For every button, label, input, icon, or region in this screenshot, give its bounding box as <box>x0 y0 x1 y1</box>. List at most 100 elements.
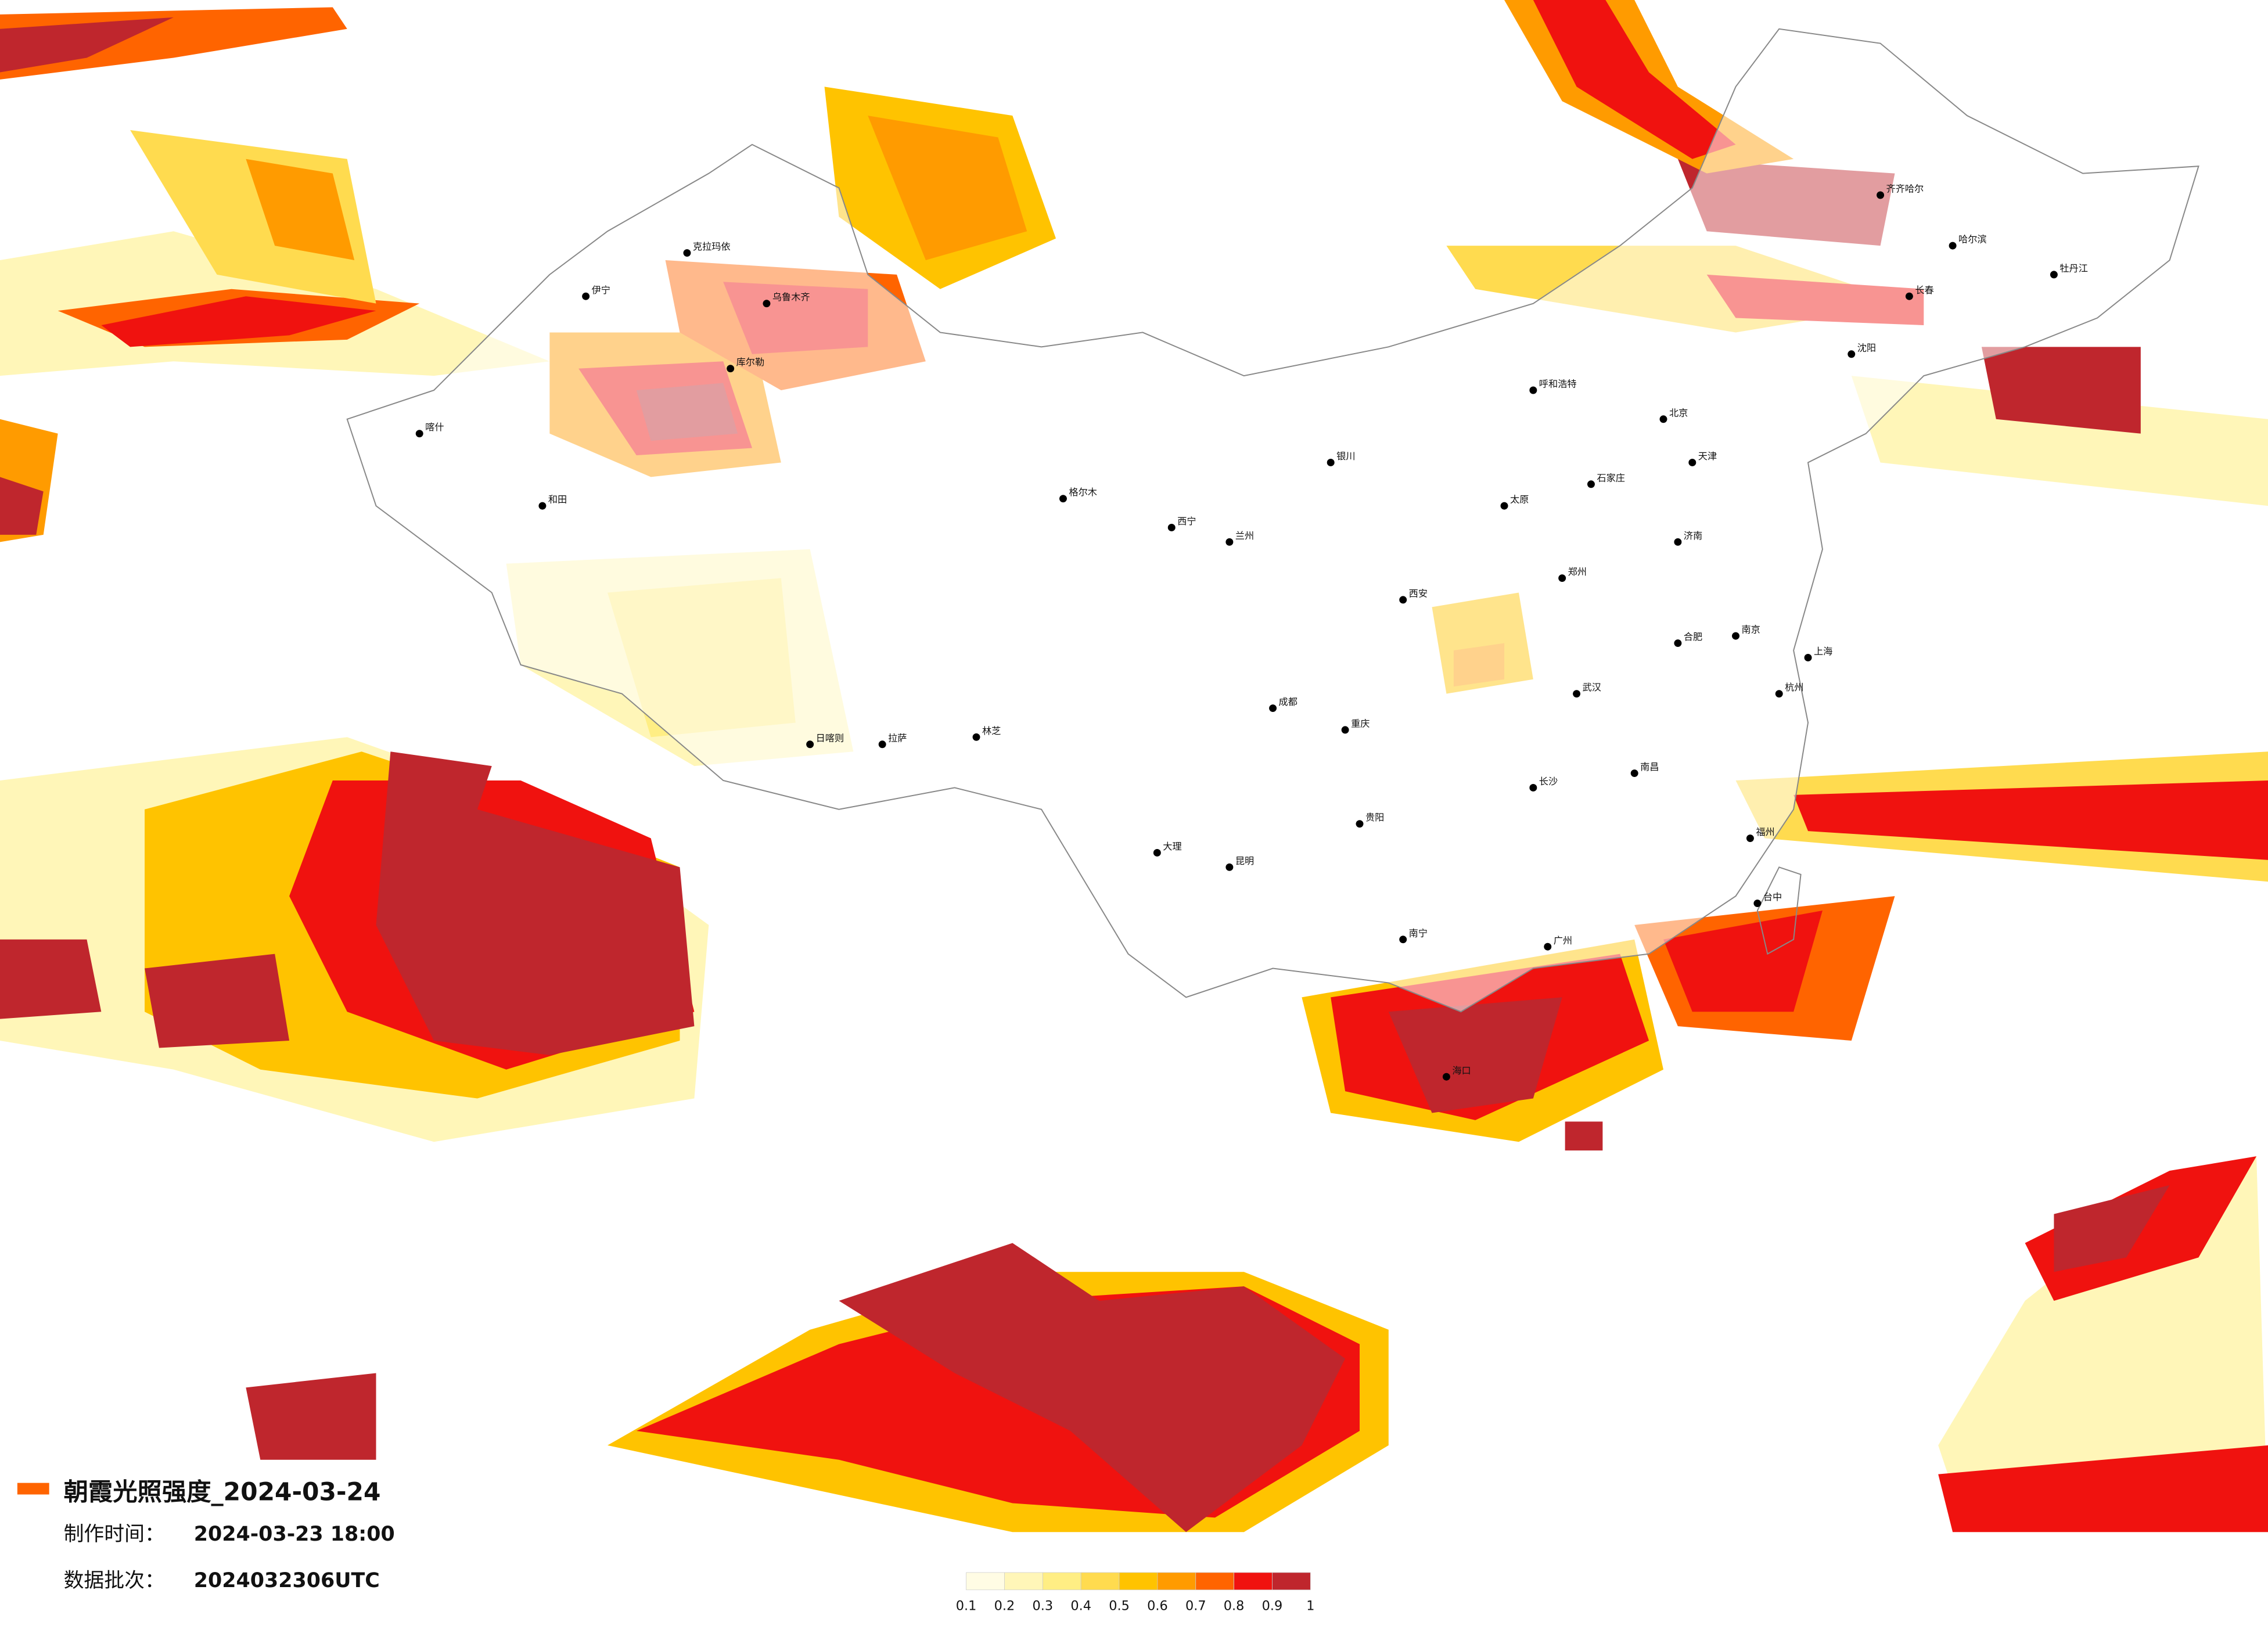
city-dot <box>1500 502 1508 510</box>
colorbar-tick-label: 0.3 <box>1033 1599 1054 1614</box>
city-label: 银川 <box>1336 451 1355 462</box>
city-dot <box>1059 495 1067 503</box>
batch: 2024032306UTC <box>194 1569 380 1592</box>
city-dot <box>878 740 886 749</box>
colorbar-swatch <box>1157 1572 1196 1591</box>
city-label: 林芝 <box>982 725 1001 736</box>
city-dot <box>1804 653 1812 661</box>
colorbar-tick-label: 0.9 <box>1262 1599 1283 1614</box>
city-dot <box>1327 458 1335 466</box>
city-dot <box>1848 350 1856 358</box>
city-dot <box>1905 292 1913 300</box>
city-label: 拉萨 <box>888 732 907 743</box>
city-dot <box>1269 704 1277 713</box>
city-label: 西宁 <box>1177 516 1196 527</box>
city-dot <box>972 733 980 741</box>
colorbar-swatch <box>1195 1572 1234 1591</box>
colorbar-swatch <box>1004 1572 1043 1591</box>
city-dot <box>1356 820 1364 828</box>
city-label: 石家庄 <box>1597 472 1625 483</box>
colorbar-swatch <box>1042 1572 1081 1591</box>
colorbar-swatch <box>1272 1572 1311 1591</box>
city-dot <box>683 249 691 257</box>
city-label: 克拉玛依 <box>693 241 731 252</box>
city-label: 天津 <box>1698 451 1717 462</box>
city-dot <box>1573 690 1581 698</box>
city-label: 喀什 <box>425 422 444 433</box>
colorbar-swatch <box>1234 1572 1273 1591</box>
city-label: 乌鲁木齐 <box>772 292 810 303</box>
city-dot <box>1442 1073 1450 1081</box>
colorbar-swatch <box>1080 1572 1120 1591</box>
colorbar-tick-label: 0.1 <box>956 1599 977 1614</box>
city-dot <box>1225 863 1234 871</box>
colorbar-swatch <box>966 1572 1005 1591</box>
city-label: 昆明 <box>1235 855 1254 866</box>
city-label: 库尔勒 <box>736 357 765 368</box>
city-label: 牡丹江 <box>2059 262 2088 274</box>
city-dot <box>1529 783 1537 792</box>
colorbar-tick-label: 1 <box>1306 1599 1314 1614</box>
colorbar-tick-label: 0.5 <box>1109 1599 1130 1614</box>
colorbar-tick-label: 0.6 <box>1147 1599 1168 1614</box>
city-dot <box>1659 415 1667 423</box>
city-dot <box>1544 942 1552 951</box>
colorbar-swatch <box>1119 1572 1158 1591</box>
city-dot <box>1877 191 1885 199</box>
city-dot <box>1746 834 1754 843</box>
city-label: 伊宁 <box>592 285 610 296</box>
city-label: 沈阳 <box>1857 342 1876 353</box>
city-dot <box>1688 458 1696 466</box>
city-label: 呼和浩特 <box>1539 379 1577 390</box>
city-label: 南宁 <box>1409 927 1428 938</box>
city-dot <box>538 502 547 510</box>
city-dot <box>763 300 771 308</box>
city-label: 贵阳 <box>1365 812 1384 823</box>
city-label: 海口 <box>1452 1065 1471 1076</box>
made-time: 2024-03-23 18:00 <box>194 1523 395 1546</box>
city-dot <box>1399 936 1407 944</box>
city-label: 合肥 <box>1684 631 1702 642</box>
title: 朝霞光照强度_2024-03-24 <box>64 1477 381 1506</box>
city-dot <box>1753 900 1762 908</box>
city-label: 南京 <box>1741 624 1760 635</box>
city-label: 上海 <box>1814 646 1832 657</box>
colorbar-tick-label: 0.7 <box>1185 1599 1206 1614</box>
city-label: 哈尔滨 <box>1958 234 1987 245</box>
country-outline <box>346 28 2199 1013</box>
city-label: 重庆 <box>1351 718 1370 729</box>
title-marker <box>17 1483 49 1495</box>
batch-label: 数据批次： <box>64 1569 165 1592</box>
city-label: 台中 <box>1763 891 1782 902</box>
city-label: 太原 <box>1510 494 1529 505</box>
city-dot <box>1587 480 1595 488</box>
city-label: 成都 <box>1279 696 1297 707</box>
city-label: 格尔木 <box>1069 487 1097 498</box>
city-label: 广州 <box>1554 935 1572 946</box>
colorbar-tick-label: 0.4 <box>1070 1599 1091 1614</box>
city-dot <box>1167 523 1176 531</box>
city-dot <box>1225 538 1234 546</box>
city-label: 南昌 <box>1640 761 1659 772</box>
city-label: 大理 <box>1163 841 1181 852</box>
city-label: 和田 <box>548 494 567 505</box>
city-label: 武汉 <box>1583 682 1601 693</box>
city-dot <box>1341 726 1349 734</box>
made-time-label: 制作时间： <box>64 1523 165 1546</box>
city-dot <box>1674 639 1682 647</box>
city-label: 日喀则 <box>816 732 844 743</box>
city-dot <box>2050 271 2058 279</box>
city-dot <box>1399 596 1407 604</box>
city-dot <box>727 365 735 373</box>
city-dot <box>1153 848 1161 857</box>
city-dot <box>806 740 814 749</box>
city-dot <box>1529 386 1537 394</box>
city-dot <box>1949 242 1957 250</box>
city-label: 长春 <box>1915 285 1933 296</box>
city-dot <box>1674 538 1682 546</box>
city-label: 北京 <box>1669 407 1688 418</box>
city-dot <box>1732 632 1739 640</box>
